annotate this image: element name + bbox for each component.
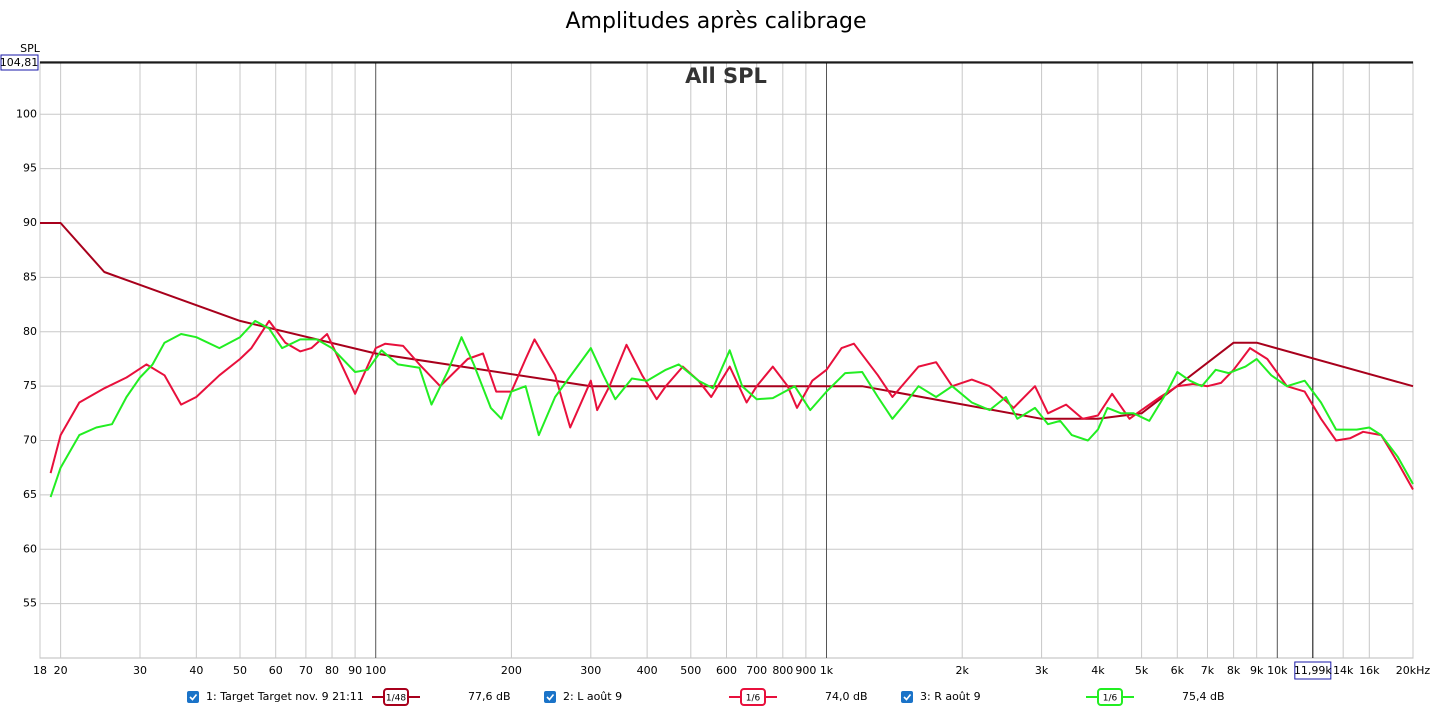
y-tick-label: 55 bbox=[23, 597, 37, 610]
series-line bbox=[40, 222, 1414, 420]
x-tick-label: 80 bbox=[325, 664, 339, 677]
x-cursor-label: 11,99k bbox=[1294, 664, 1332, 677]
x-tick-label: 1k bbox=[820, 664, 834, 677]
legend-level: 75,4 dB bbox=[1182, 690, 1225, 703]
x-tick-label: 14k bbox=[1333, 664, 1354, 677]
x-tick-label: 4k bbox=[1091, 664, 1105, 677]
x-tick-label: 7k bbox=[1201, 664, 1215, 677]
x-tick-label: 500 bbox=[680, 664, 701, 677]
legend-name: 2: L août 9 bbox=[563, 690, 622, 703]
smoothing-box bbox=[740, 688, 766, 706]
x-tick-label: 5k bbox=[1135, 664, 1149, 677]
chart-title: Amplitudes après calibrage bbox=[566, 9, 867, 34]
legend-level: 74,0 dB bbox=[825, 690, 868, 703]
checkmark bbox=[546, 694, 555, 701]
x-tick-label: 90 bbox=[348, 664, 362, 677]
y-tick-label: 90 bbox=[23, 216, 37, 229]
x-tick-label: 50 bbox=[233, 664, 247, 677]
x-tick-label: 18 bbox=[33, 664, 47, 677]
y-tick-label: 60 bbox=[23, 542, 37, 555]
y-tick-label: 80 bbox=[23, 325, 37, 338]
x-tick-label: 10k bbox=[1267, 664, 1288, 677]
x-tick-label: 30 bbox=[133, 664, 147, 677]
legend-item: 2: L août 9 1/6 74,0 dB bbox=[544, 688, 868, 706]
x-tick-label: 300 bbox=[580, 664, 601, 677]
x-tick-label: 600 bbox=[716, 664, 737, 677]
x-tick-label: 16k bbox=[1359, 664, 1380, 677]
x-tick-label: 800 bbox=[772, 664, 793, 677]
x-tick-label: 9k bbox=[1250, 664, 1264, 677]
smoothing-label: 1/6 bbox=[1103, 694, 1118, 704]
y-cursor-box bbox=[0, 54, 39, 71]
smoothing-box bbox=[1097, 688, 1123, 706]
x-tick-label: 700 bbox=[746, 664, 767, 677]
legend-name: 1: Target Target nov. 9 21:11 bbox=[206, 690, 364, 703]
x-tick-label: 70 bbox=[299, 664, 313, 677]
legend-level: 77,6 dB bbox=[468, 690, 511, 703]
y-tick-label: 70 bbox=[23, 434, 37, 447]
checkmark bbox=[903, 694, 912, 701]
y-tick-label: 95 bbox=[23, 162, 37, 175]
x-tick-label: 40 bbox=[189, 664, 203, 677]
y-axis-label: SPL bbox=[20, 42, 41, 55]
smoothing-label: 1/48 bbox=[386, 694, 406, 704]
x-tick-label: 100 bbox=[365, 664, 386, 677]
legend-checkbox[interactable] bbox=[544, 691, 556, 703]
x-tick-label: 2k bbox=[956, 664, 970, 677]
legend-item: 3: R août 9 1/6 75,4 dB bbox=[901, 688, 1225, 706]
x-tick-label: 20 bbox=[54, 664, 68, 677]
x-cursor-box bbox=[1294, 661, 1332, 680]
series-line bbox=[49, 319, 1414, 490]
smoothing-label: 1/6 bbox=[746, 694, 761, 704]
x-tick-label: 60 bbox=[269, 664, 283, 677]
y-tick-label: 75 bbox=[23, 379, 37, 392]
legend-name: 3: R août 9 bbox=[920, 690, 981, 703]
series-line bbox=[49, 319, 1414, 498]
y-tick-label: 100 bbox=[16, 107, 37, 120]
x-tick-label: 200 bbox=[501, 664, 522, 677]
x-tick-label: 6k bbox=[1171, 664, 1185, 677]
legend-checkbox[interactable] bbox=[901, 691, 913, 703]
smoothing-box bbox=[383, 688, 409, 706]
x-tick-label: 3k bbox=[1035, 664, 1049, 677]
x-tick-label: 8k bbox=[1227, 664, 1241, 677]
x-tick-label: 400 bbox=[637, 664, 658, 677]
legend-checkbox[interactable] bbox=[187, 691, 199, 703]
x-tick-label: 20kHz bbox=[1396, 664, 1431, 677]
legend-item: 1: Target Target nov. 9 21:11 1/48 77,6 dB bbox=[187, 688, 511, 706]
y-tick-label: 65 bbox=[23, 488, 37, 501]
y-cursor-label: 104,81 bbox=[0, 56, 38, 69]
y-tick-label: 85 bbox=[23, 270, 37, 283]
annotation: All SPL bbox=[685, 64, 767, 88]
x-tick-label: 900 bbox=[795, 664, 816, 677]
checkmark bbox=[189, 694, 198, 701]
